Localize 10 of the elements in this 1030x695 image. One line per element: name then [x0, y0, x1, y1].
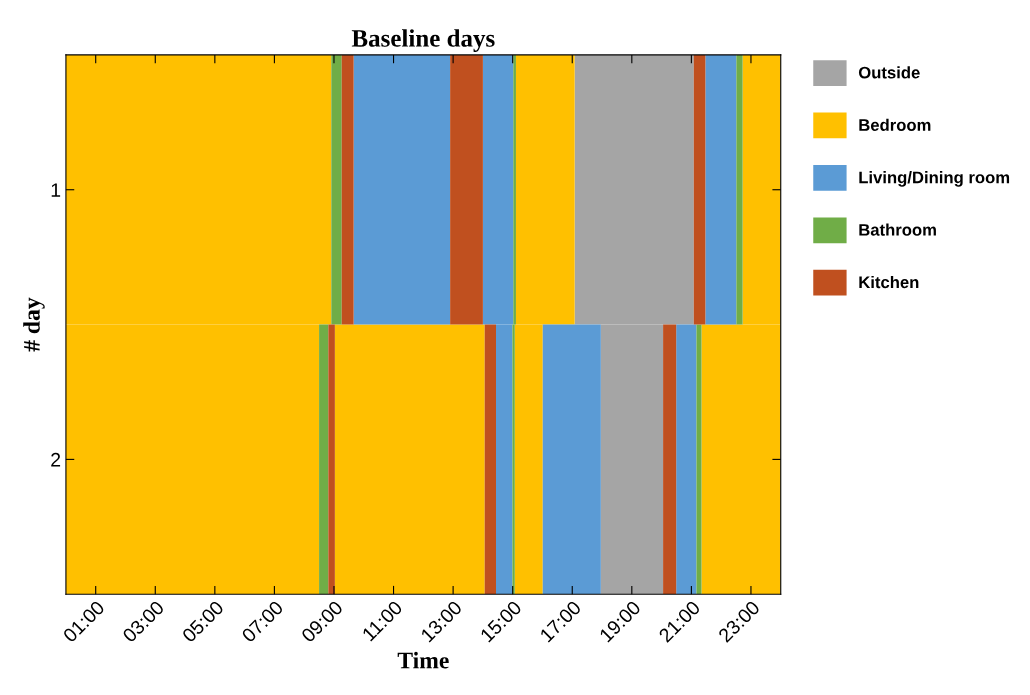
chart-title: Baseline days — [351, 29, 495, 52]
legend-label: Outside — [858, 66, 920, 79]
legend-label: Bathroom — [859, 223, 936, 236]
x-axis-title: Time — [397, 651, 449, 669]
legend-label: Living/Dining room — [859, 171, 1010, 187]
y-tick-label: 2 — [51, 452, 61, 467]
y-tick-label: 1 — [51, 183, 61, 197]
y-axis-title: # day — [23, 297, 45, 352]
legend-label: Kitchen — [859, 275, 919, 289]
legend-label: Bedroom — [859, 118, 931, 131]
